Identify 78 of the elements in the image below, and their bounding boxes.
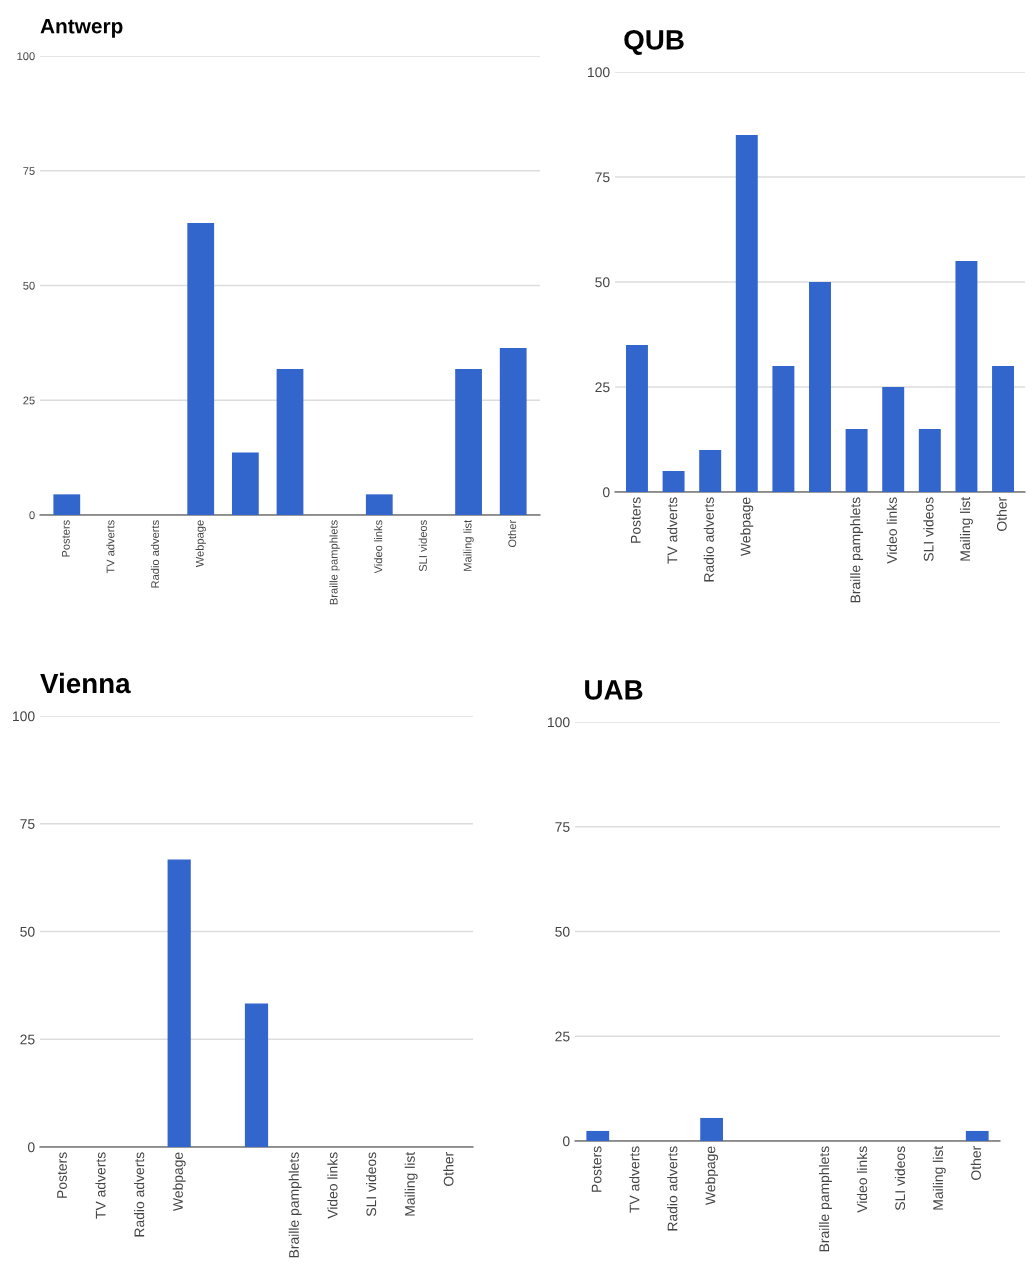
x-tick-label: TV adverts — [629, 1146, 640, 1213]
bar — [625, 345, 648, 492]
bar — [365, 494, 393, 515]
y-tick-label: 50 — [23, 281, 35, 290]
x-tick-label: Radio adverts — [150, 520, 160, 588]
bar — [809, 282, 831, 492]
y-tick-label: 100 — [588, 67, 610, 78]
y-tick-label: 50 — [20, 926, 35, 937]
bar — [276, 369, 304, 515]
x-tick-label: Webpage — [740, 497, 754, 557]
bar — [231, 452, 259, 515]
x-tick-label: Posters — [631, 497, 641, 543]
bar — [499, 347, 527, 515]
bar — [53, 494, 81, 515]
x-tick-label: Radio adverts — [703, 497, 714, 582]
x-tick-label: Video links — [886, 497, 897, 564]
y-tick-label: 100 — [17, 52, 35, 61]
x-tick-label: Mailing list — [463, 519, 474, 571]
x-tick-label: Other — [970, 1146, 981, 1180]
bar — [187, 223, 215, 515]
y-tick-label: 25 — [555, 1031, 570, 1042]
x-tick-label: Braille pamphlets — [329, 520, 340, 605]
y-tick-label: 100 — [548, 717, 570, 728]
bar — [662, 471, 685, 492]
x-tick-label: Braille pamphlets — [850, 497, 864, 603]
y-tick-label: 0 — [602, 487, 610, 498]
chart-title: UAB — [585, 680, 643, 700]
x-tick-label: Video links — [856, 1146, 868, 1213]
x-tick-label: Webpage — [195, 520, 206, 568]
bar — [845, 429, 868, 492]
x-tick-label: Mailing list — [932, 1145, 946, 1210]
y-tick-label: 25 — [20, 1034, 35, 1045]
y-tick-label: 0 — [29, 511, 35, 520]
x-tick-label: Other — [443, 1152, 454, 1186]
x-tick-label: Posters — [62, 520, 70, 557]
bar — [772, 366, 795, 492]
x-tick-label: Posters — [57, 1152, 67, 1198]
y-tick-label: 75 — [595, 172, 610, 183]
x-tick-label: SLI videos — [418, 520, 427, 572]
x-tick-label: SLI videos — [923, 497, 934, 562]
y-tick-label: 25 — [23, 396, 35, 405]
x-tick-label: Braille pamphlets — [818, 1146, 832, 1252]
y-tick-label: 50 — [555, 926, 570, 937]
x-tick-label: Radio adverts — [667, 1146, 678, 1231]
bar — [955, 261, 978, 492]
x-tick-label: Radio adverts — [134, 1152, 145, 1237]
y-tick-label: 0 — [27, 1142, 35, 1153]
y-tick-label: 100 — [13, 711, 35, 722]
x-tick-label: Mailing list — [959, 496, 973, 561]
x-tick-label: TV adverts — [106, 520, 115, 574]
bar — [918, 429, 941, 492]
x-tick-label: Video links — [327, 1152, 338, 1219]
chart-title: QUB — [624, 30, 684, 55]
bar — [699, 450, 722, 492]
x-tick-label: Webpage — [705, 1146, 719, 1206]
x-tick-label: Other — [508, 520, 517, 548]
y-tick-label: 75 — [20, 819, 35, 829]
x-tick-label: Video links — [374, 520, 383, 574]
chart-title: Antwerp — [40, 18, 123, 38]
x-tick-label: Webpage — [172, 1152, 186, 1212]
x-tick-label: SLI videos — [366, 1152, 377, 1217]
y-tick-label: 25 — [595, 382, 610, 393]
x-tick-label: Posters — [591, 1146, 602, 1192]
x-tick-label: Mailing list — [404, 1151, 418, 1216]
y-tick-label: 75 — [555, 822, 570, 832]
x-tick-label: SLI videos — [894, 1146, 906, 1211]
x-tick-label: TV adverts — [667, 497, 678, 564]
y-tick-label: 75 — [23, 167, 35, 175]
y-tick-label: 0 — [562, 1136, 570, 1147]
x-tick-label: Braille pamphlets — [288, 1152, 302, 1258]
chart-title: Vienna — [40, 672, 131, 694]
bar — [882, 387, 905, 492]
bar — [992, 366, 1015, 492]
x-tick-label: Other — [996, 497, 1007, 531]
bar — [735, 135, 758, 492]
y-tick-label: 50 — [595, 277, 610, 288]
bar — [455, 369, 482, 515]
x-tick-label: TV adverts — [95, 1152, 106, 1219]
